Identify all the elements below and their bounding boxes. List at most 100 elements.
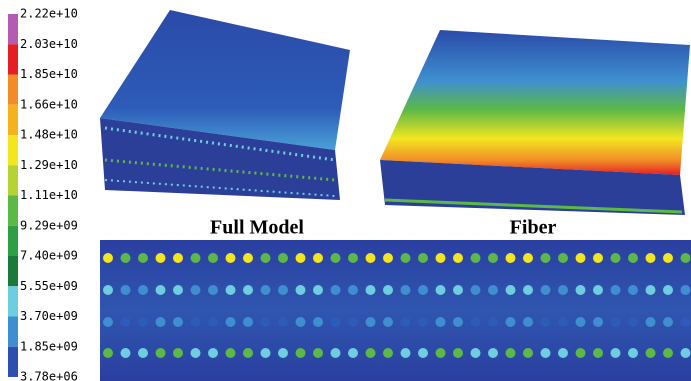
fiber-dot — [506, 253, 516, 263]
fiber-dot — [226, 317, 236, 327]
fiber-dot — [173, 348, 183, 358]
cross-section-render — [100, 240, 691, 381]
fiber-dot — [278, 253, 288, 263]
fiber-dot — [681, 348, 691, 358]
fiber-dot — [523, 348, 533, 358]
legend-label: 1.48e+10 — [20, 128, 78, 142]
fiber-dot — [313, 253, 323, 263]
fiber-dot — [173, 253, 183, 263]
fiber-dot — [226, 348, 236, 358]
legend-label: 1.11e+10 — [20, 188, 78, 202]
fiber-dot — [156, 253, 166, 263]
fiber-dot — [243, 253, 253, 263]
legend-label: 1.85e+09 — [20, 339, 78, 353]
fiber-dot — [243, 317, 253, 327]
legend-swatch — [8, 135, 18, 165]
legend-label: 3.78e+06 — [20, 370, 78, 381]
fiber-dot — [383, 253, 393, 263]
fiber-dot — [628, 317, 638, 327]
fiber-dot — [121, 285, 131, 295]
fiber-dot — [401, 317, 411, 327]
fiber-dot — [576, 285, 586, 295]
fiber-dot — [681, 285, 691, 295]
fiber-dot — [663, 317, 673, 327]
legend-label: 1.66e+10 — [20, 97, 78, 111]
fiber-dot — [523, 253, 533, 263]
fiber-dot — [138, 317, 148, 327]
fiber-dot — [541, 285, 551, 295]
legend-label: 2.03e+10 — [20, 37, 78, 51]
legend-swatch — [8, 14, 18, 44]
fiber-dot — [523, 285, 533, 295]
fiber-dot — [628, 253, 638, 263]
fiber-dot — [576, 348, 586, 358]
fiber-dot — [261, 317, 271, 327]
fiber-dot — [278, 285, 288, 295]
legend-label: 1.85e+10 — [20, 67, 78, 81]
fiber-dot — [208, 285, 218, 295]
fiber-dot — [121, 348, 131, 358]
fiber-dot — [611, 317, 621, 327]
fiber-dot — [453, 317, 463, 327]
fiber-dot — [348, 285, 358, 295]
fiber-dot — [191, 253, 201, 263]
fiber-dot — [103, 253, 113, 263]
fiber-dot — [348, 317, 358, 327]
caption: Fiber — [510, 217, 557, 239]
fiber-dot — [593, 253, 603, 263]
fiber-dot — [261, 285, 271, 295]
fiber-dot — [436, 348, 446, 358]
fiber-dot — [401, 253, 411, 263]
fiber-dot — [593, 317, 603, 327]
fiber-dot — [278, 317, 288, 327]
full-model-render — [100, 10, 350, 200]
fiber-dot — [418, 285, 428, 295]
fiber-dot — [558, 285, 568, 295]
fiber-dot — [401, 348, 411, 358]
fiber-dot — [593, 348, 603, 358]
figure: 2.22e+102.03e+101.85e+101.66e+101.48e+10… — [0, 0, 691, 381]
legend-swatch — [8, 165, 18, 195]
fiber-dot — [331, 285, 341, 295]
legend-swatch — [8, 286, 18, 316]
fiber-dot — [208, 348, 218, 358]
fiber-dot — [611, 253, 621, 263]
fiber-dot — [138, 348, 148, 358]
fiber-dot — [313, 317, 323, 327]
fiber-dot — [313, 348, 323, 358]
fiber-dot — [646, 317, 656, 327]
fiber-dot — [226, 285, 236, 295]
fiber-dot — [646, 348, 656, 358]
fiber-dot — [523, 317, 533, 327]
fiber-dot — [156, 317, 166, 327]
legend-label: 9.29e+09 — [20, 218, 78, 232]
fiber-dot — [383, 317, 393, 327]
fiber-dot — [383, 285, 393, 295]
legend-swatch — [8, 347, 18, 377]
color-legend: 2.22e+102.03e+101.85e+101.66e+101.48e+10… — [8, 7, 78, 381]
fiber-dot — [313, 285, 323, 295]
fiber-dot — [401, 285, 411, 295]
legend-swatch — [8, 256, 18, 286]
fiber-dot — [261, 348, 271, 358]
fiber-dot — [436, 253, 446, 263]
fiber-dot — [488, 253, 498, 263]
fiber-dot — [471, 253, 481, 263]
fiber-dot — [663, 348, 673, 358]
legend-swatch — [8, 105, 18, 135]
fiber-dot — [296, 285, 306, 295]
fiber-dot — [453, 348, 463, 358]
fiber-dot — [366, 253, 376, 263]
fiber-dot — [296, 317, 306, 327]
fiber-dot — [681, 317, 691, 327]
fiber-dot — [208, 253, 218, 263]
fiber-dot — [558, 317, 568, 327]
fiber-dot — [103, 348, 113, 358]
fiber-dot — [576, 253, 586, 263]
fiber-dot — [541, 317, 551, 327]
fiber-dot — [611, 348, 621, 358]
legend-swatch — [8, 196, 18, 226]
fiber-dot — [156, 285, 166, 295]
fiber-dot — [506, 348, 516, 358]
fiber-dot — [681, 253, 691, 263]
